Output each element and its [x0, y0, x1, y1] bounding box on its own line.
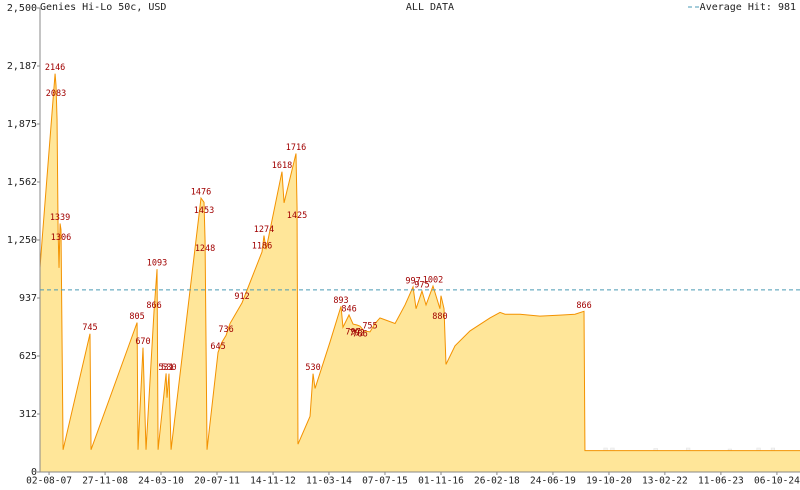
x-tick-label: 14-11-12 [250, 476, 296, 487]
value-label: 1274 [254, 225, 274, 235]
y-tick-label: 937 [19, 293, 37, 304]
value-label: 1716 [286, 143, 306, 153]
value-label: 797 [345, 328, 360, 338]
value-label: 1306 [51, 233, 71, 243]
value-label: 805 [129, 312, 144, 322]
value-label: 2083 [46, 89, 66, 99]
value-label: 2146 [45, 63, 65, 73]
legend-average: Average Hit: 981 [700, 2, 796, 13]
x-tick-label: 26-02-18 [474, 476, 520, 487]
value-label: 1476 [191, 188, 211, 198]
y-tick-label: 0 [31, 467, 37, 478]
x-tick-label: 24-03-10 [138, 476, 184, 487]
value-label: 745 [82, 323, 97, 333]
value-label: 866 [146, 301, 161, 311]
x-tick-label: 01-11-16 [418, 476, 464, 487]
chart-subtitle: ALL DATA [406, 2, 454, 13]
value-label: 1618 [272, 161, 292, 171]
x-tick-label: 24-06-19 [530, 476, 576, 487]
value-label: 792 [349, 329, 364, 339]
value-label: 1186 [252, 241, 272, 251]
chart-title: Genies Hi-Lo 50c, USD [40, 2, 166, 13]
area-fill [40, 73, 800, 473]
value-label: 866 [576, 301, 591, 311]
value-label: 997 [405, 276, 420, 286]
y-tick-label: 1,875 [7, 119, 37, 130]
x-tick-label: 02-08-07 [26, 476, 72, 487]
x-tick-label: 19-10-20 [586, 476, 632, 487]
y-tick-label: 2,500 [7, 3, 37, 14]
value-label: 755 [362, 321, 377, 331]
y-tick-label: 1,250 [7, 235, 37, 246]
area-line [39, 73, 800, 452]
x-tick-label: 27-11-08 [82, 476, 128, 487]
value-label: 1248 [195, 244, 215, 254]
value-label: 531 [158, 363, 173, 373]
value-label: 1093 [147, 259, 167, 269]
value-label: 786 [352, 330, 367, 340]
value-label: 1453 [194, 206, 214, 216]
y-tick-label: 1,562 [7, 177, 37, 188]
value-label: 1425 [287, 211, 307, 221]
y-tick-label: 625 [19, 351, 37, 362]
value-label: 893 [333, 296, 348, 306]
x-tick-label: 11-06-23 [698, 476, 744, 487]
value-label: 530 [305, 363, 320, 373]
value-label: 645 [210, 342, 225, 352]
value-label: 880 [432, 312, 447, 322]
x-tick-label: 06-10-24 [754, 476, 800, 487]
x-tick-label: 20-07-11 [194, 476, 240, 487]
value-label: 975 [414, 281, 429, 291]
x-tick-label: 11-03-14 [306, 476, 352, 487]
value-label: 1002 [423, 276, 443, 286]
y-tick-label: 312 [19, 409, 37, 420]
value-label: 912 [234, 292, 249, 302]
x-tick-label: 13-02-22 [642, 476, 688, 487]
value-label: 670 [135, 337, 150, 347]
value-label: 1339 [50, 213, 70, 223]
x-tick-label: 07-07-15 [362, 476, 408, 487]
value-label: 846 [341, 304, 356, 314]
value-label: 530 [161, 363, 176, 373]
value-label: 736 [218, 325, 233, 335]
y-tick-label: 2,187 [7, 61, 37, 72]
